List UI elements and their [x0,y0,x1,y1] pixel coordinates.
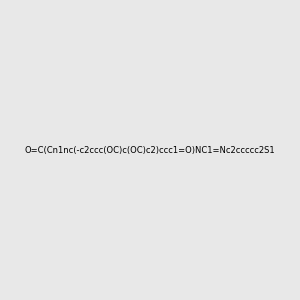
Text: O=C(Cn1nc(-c2ccc(OC)c(OC)c2)ccc1=O)NC1=Nc2ccccc2S1: O=C(Cn1nc(-c2ccc(OC)c(OC)c2)ccc1=O)NC1=N… [25,146,275,154]
